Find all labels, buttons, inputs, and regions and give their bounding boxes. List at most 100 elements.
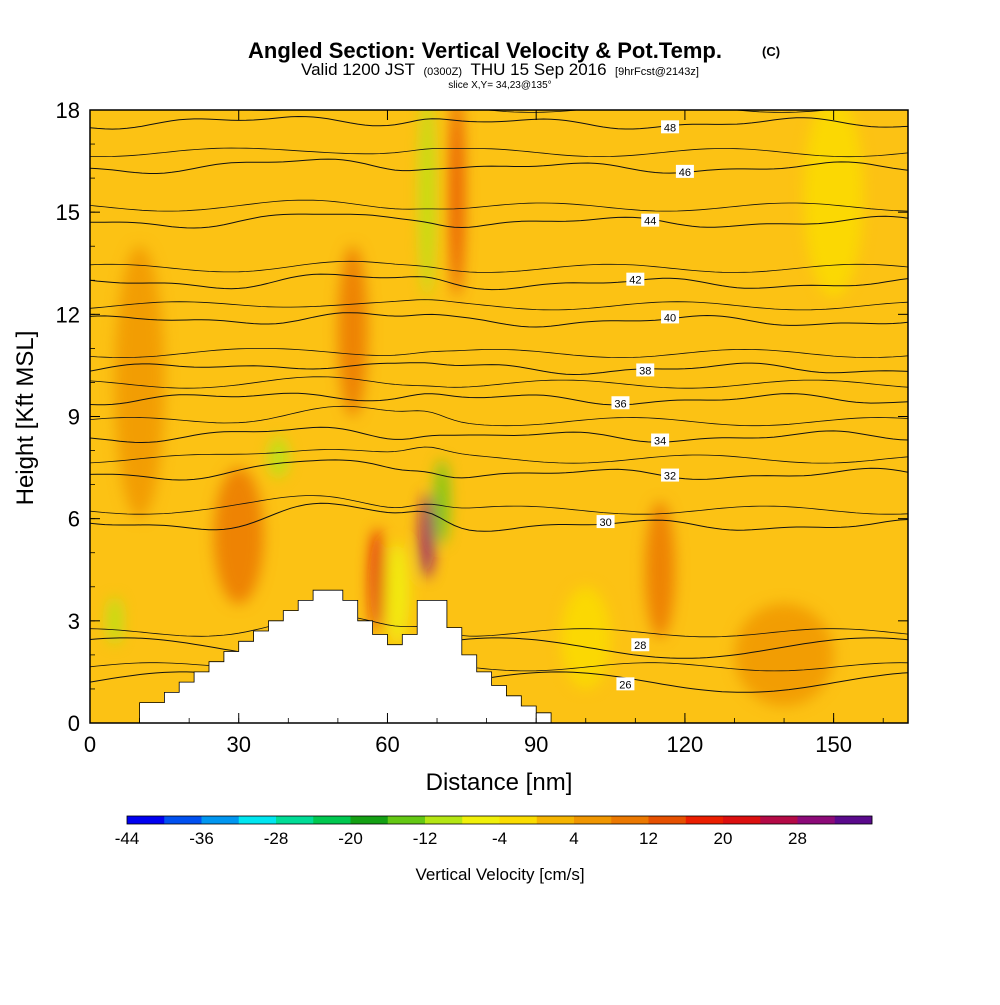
svg-text:42: 42 (629, 275, 641, 287)
colorbar-swatch-8 (425, 816, 463, 824)
y-tick-label-9: 9 (68, 405, 80, 430)
isentrope-48 (90, 115, 908, 130)
colorbar-tick-4: 4 (569, 829, 578, 848)
colorbar-swatch-15 (685, 816, 724, 824)
colorbar-tick--28: -28 (264, 829, 289, 848)
velocity-cell-2 (419, 493, 435, 579)
y-tick-label-3: 3 (68, 609, 80, 634)
isentrope-minor-42 (90, 260, 908, 273)
velocity-cell-0 (337, 246, 368, 417)
isentrope-label-30: 30 (596, 515, 615, 529)
title-unit: (C) (762, 44, 780, 59)
svg-text:34: 34 (654, 436, 666, 448)
isentrope-28 (90, 637, 908, 659)
colorbar-tick--36: -36 (189, 829, 214, 848)
colorbar-swatch-9 (462, 816, 500, 824)
x-tick-label-0: 0 (84, 732, 96, 757)
isentrope-42 (90, 273, 908, 291)
colorbar-tick--12: -12 (413, 829, 438, 848)
y-axis-label: Height [Kft MSL] (12, 331, 39, 506)
isentrope-30 (90, 502, 908, 532)
chart-subtitle: Valid 1200 JST (0300Z) THU 15 Sep 2016 [… (301, 60, 699, 79)
x-axis-label: Distance [nm] (426, 769, 573, 796)
colorbar-tick--44: -44 (115, 829, 140, 848)
colorbar-swatch-14 (648, 816, 687, 824)
svg-text:40: 40 (664, 312, 676, 324)
colorbar-swatch-18 (797, 816, 836, 824)
isentrope-label-34: 34 (651, 433, 670, 448)
velocity-cell-7 (268, 436, 289, 478)
x-tick-label-150: 150 (815, 732, 852, 757)
isentrope-44 (90, 213, 908, 229)
isentrope-minor-38 (90, 348, 908, 359)
svg-text:48: 48 (664, 122, 676, 134)
colorbar-swatch-16 (723, 816, 761, 824)
x-tick-label-60: 60 (375, 732, 399, 757)
isentrope-minor-28 (90, 614, 908, 638)
colorbar-tick--20: -20 (338, 829, 363, 848)
colorbar-label: Vertical Velocity [cm/s] (415, 865, 584, 884)
colorbar-swatch-11 (536, 816, 575, 824)
velocity-cell-3 (434, 459, 450, 545)
colorbar-swatch-17 (760, 816, 798, 824)
velocity-cell-5 (449, 110, 465, 298)
colorbar-swatch-2 (201, 816, 240, 824)
colorbar-swatch-4 (276, 816, 314, 824)
svg-text:36: 36 (614, 398, 626, 410)
y-tick-label-15: 15 (56, 200, 80, 225)
isentrope-label-26: 26 (616, 677, 635, 691)
isentrope-34 (90, 426, 908, 444)
svg-text:32: 32 (664, 471, 676, 483)
isentrope-label-42: 42 (626, 272, 645, 287)
subtitle-utc: (0300Z) (424, 66, 463, 78)
x-tick-label-90: 90 (524, 732, 548, 757)
y-tick-label-6: 6 (68, 507, 80, 532)
isentrope-minor-44 (90, 199, 908, 212)
svg-text:38: 38 (639, 365, 651, 377)
isentrope-labels: 26 28 30 32 34 36 38 40 42 44 46 48 (596, 120, 694, 691)
velocity-cell-9 (213, 467, 264, 604)
velocity-cell-11 (114, 246, 165, 519)
isentrope-label-32: 32 (661, 468, 680, 483)
colorbar-swatch-6 (350, 816, 389, 824)
x-tick-label-30: 30 (226, 732, 250, 757)
isentrope-label-46: 46 (675, 164, 694, 179)
colorbar-swatch-13 (611, 816, 649, 824)
colorbar-swatch-19 (834, 816, 873, 824)
isentrope-label-28: 28 (631, 638, 650, 652)
y-tick-label-12: 12 (56, 302, 80, 327)
colorbar-tick-28: 28 (788, 829, 807, 848)
isentrope-minor-46 (90, 147, 908, 158)
velocity-cell-14 (734, 603, 834, 706)
isentrope-minor-36 (90, 376, 908, 389)
subtitle-forecast: [9hrFcst@2143z] (615, 66, 699, 78)
svg-text:28: 28 (634, 640, 646, 652)
svg-text:30: 30 (599, 517, 611, 529)
terrain-profile (139, 589, 552, 723)
y-tick-label-0: 0 (68, 711, 80, 736)
isentrope-minor-48 (240, 110, 831, 113)
colorbar: -44 -36 -28 -20 -12 -4 4 12 20 28 (115, 815, 873, 848)
chart-title: Angled Section: Vertical Velocity & Pot.… (248, 38, 722, 63)
velocity-cell-1 (370, 528, 385, 632)
velocity-cell-12 (560, 586, 611, 689)
isentrope-32 (90, 459, 908, 481)
colorbar-swatch-7 (387, 816, 426, 824)
svg-text:44: 44 (644, 216, 656, 228)
colorbar-swatch-3 (238, 816, 277, 824)
subtitle-valid: Valid 1200 JST (301, 60, 415, 79)
velocity-cell-4 (384, 542, 410, 645)
isentrope-36 (90, 392, 908, 406)
slice-note: slice X,Y= 34,23@135° (448, 80, 551, 91)
x-tick-label-120: 120 (667, 732, 704, 757)
colorbar-swatch-1 (164, 816, 202, 824)
isentrope-minor-30 (90, 495, 908, 515)
isentrope-minor-34 (90, 405, 908, 427)
colorbar-tick--4: -4 (492, 829, 507, 848)
isentrope-label-40: 40 (661, 310, 680, 324)
velocity-cell-8 (107, 596, 123, 645)
svg-text:26: 26 (619, 679, 631, 691)
